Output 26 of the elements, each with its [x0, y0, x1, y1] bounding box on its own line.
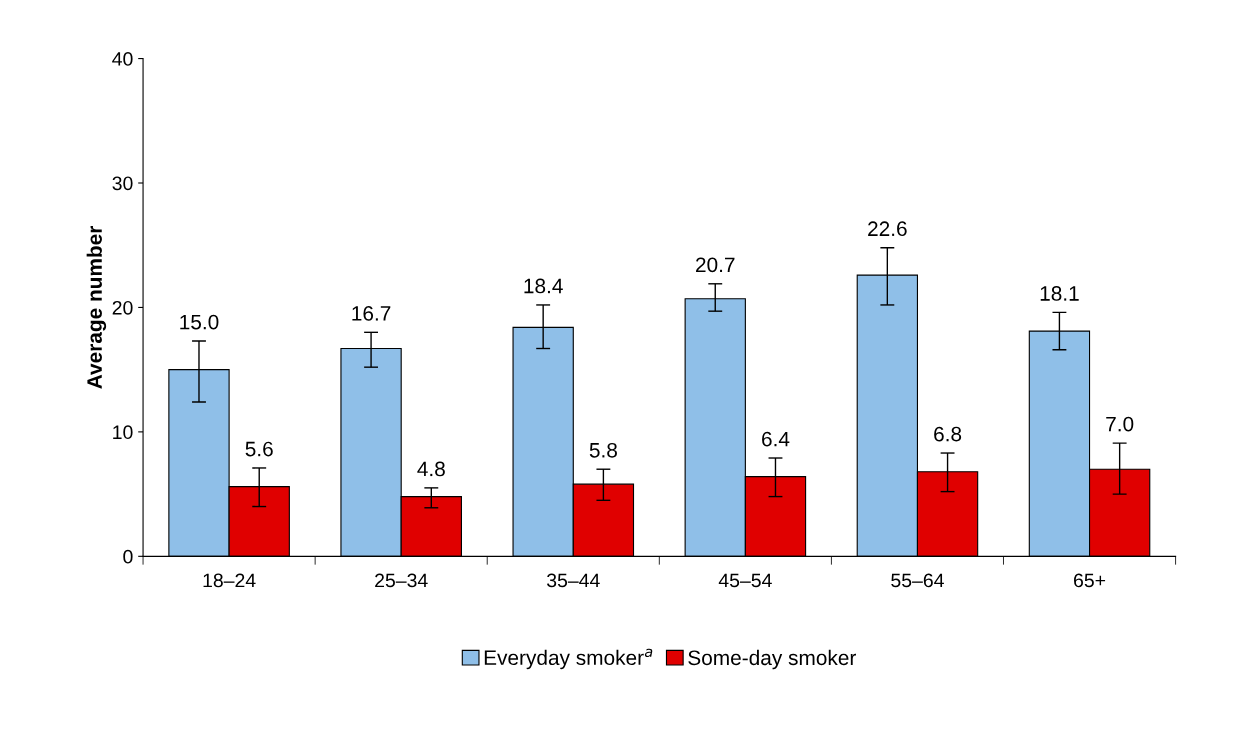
x-tick-label: 65+: [1074, 573, 1106, 588]
x-tick-label: 55–64: [891, 573, 944, 588]
legend-label: Everyday smoker$^{a}$: [484, 648, 653, 670]
data-label: 18.4: [524, 278, 563, 294]
data-label: 22.6: [868, 221, 907, 237]
legend-label: Some-day smoker: [688, 649, 856, 670]
data-label: 18.1: [1040, 286, 1079, 301]
data-label: 7.0: [1106, 416, 1134, 432]
data-label: 5.6: [245, 441, 273, 457]
data-label: 4.8: [417, 461, 445, 477]
data-label: 20.7: [696, 257, 735, 273]
y-tick-label: 30: [112, 176, 133, 191]
y-tick-label: 10: [113, 425, 133, 440]
x-tick-label: 18–24: [203, 573, 256, 588]
data-label: 16.7: [352, 305, 391, 321]
data-label: 5.8: [589, 442, 617, 458]
y-tick-label: 0: [123, 549, 133, 564]
data-label: 6.4: [762, 431, 790, 447]
x-tick-label: 45–54: [718, 573, 772, 588]
x-tick-label: 25–34: [375, 573, 428, 588]
y-tick-label: 40: [112, 52, 133, 66]
y-tick-label: 20: [112, 300, 133, 315]
data-label: 15.0: [180, 314, 219, 330]
y-axis-title: Average number: [86, 225, 107, 389]
data-label: 6.8: [934, 426, 962, 442]
x-tick-label: 35–44: [546, 573, 600, 588]
